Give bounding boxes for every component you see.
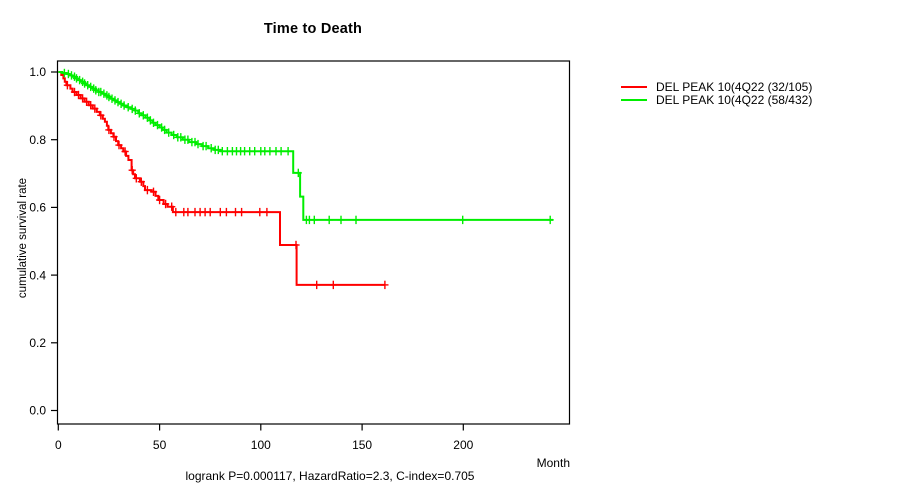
x-tick-label: 100 [251,438,271,452]
survival-curve-group-1 [58,71,385,286]
legend-label-group-2: DEL PEAK 10(4Q22 (58/432) [656,92,813,107]
x-tick-label: 150 [352,438,372,452]
y-tick-label: 0.0 [29,404,46,418]
stats-annotation: logrank P=0.000117, HazardRatio=2.3, C-i… [185,469,475,483]
plot-border [56,60,571,425]
legend-item-group-2: DEL PEAK 10(4Q22 (58/432) [621,92,813,107]
y-tick-label: 0.6 [29,201,46,215]
y-tick-label: 0.2 [29,336,46,350]
legend: DEL PEAK 10(4Q22 (32/105) DEL PEAK 10(4Q… [621,81,812,106]
legend-line-green-icon [621,98,647,101]
x-tick-label: 50 [153,438,167,452]
legend-item-group-1: DEL PEAK 10(4Q22 (32/105) [621,81,812,93]
y-tick-label: 0.4 [29,268,46,282]
x-tick-label: 0 [55,438,62,452]
x-axis-label: Month [536,456,570,470]
y-axis-label: cumulative survival rate [17,177,29,299]
y-tick-label: 0.8 [29,133,46,147]
y-tick-label: 1.0 [29,65,46,79]
chart-title: Time to Death [263,21,363,37]
legend-label-group-1: DEL PEAK 10(4Q22 (32/105) [656,80,813,95]
legend-line-red-icon [621,86,647,89]
survival-curve-group-2 [58,71,553,221]
x-tick-label: 200 [453,438,473,452]
